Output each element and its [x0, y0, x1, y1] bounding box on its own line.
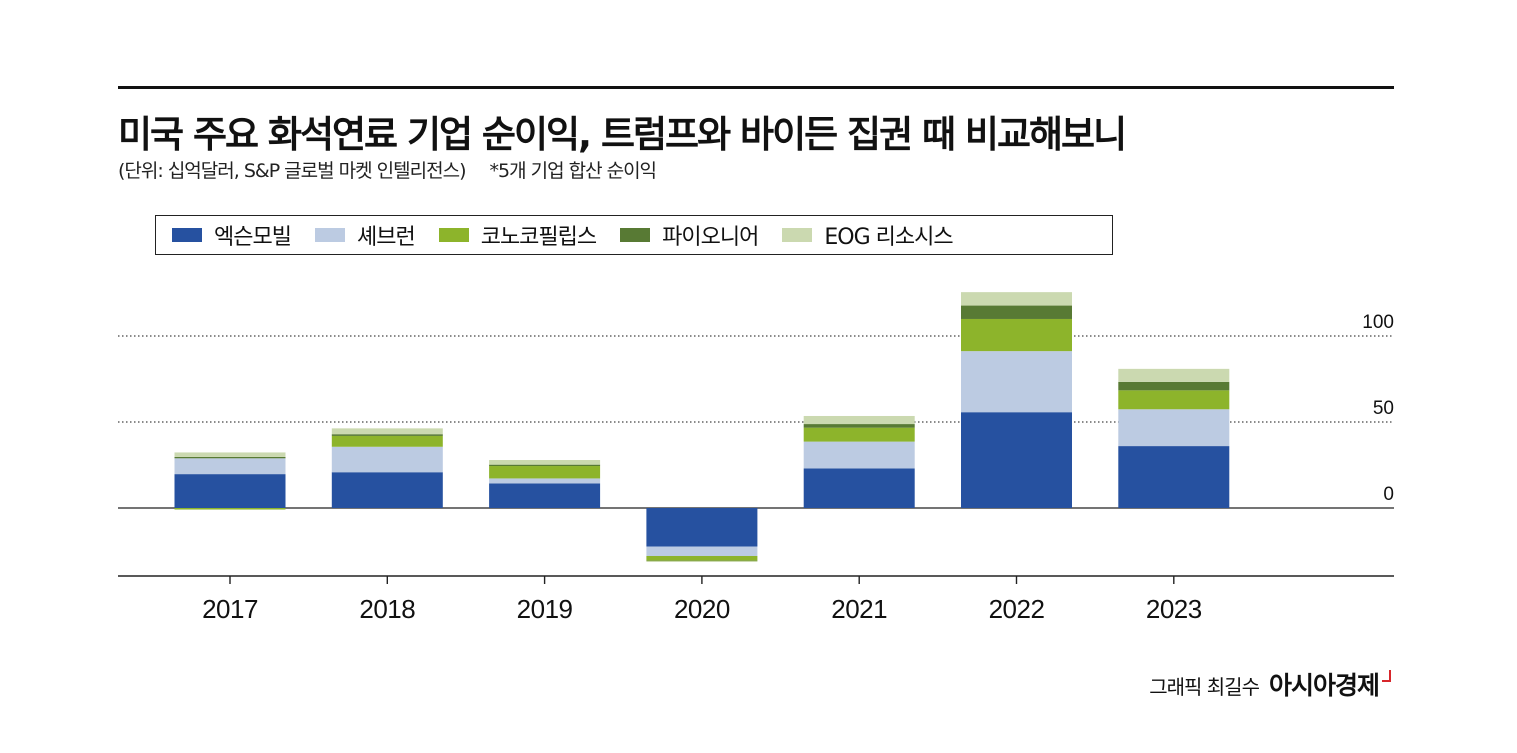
bar-segment-2020-4 — [646, 560, 758, 563]
bar-segment-2017-0 — [174, 474, 286, 508]
legend-swatch-eog — [782, 228, 813, 242]
bar-segment-2022-1 — [961, 351, 1072, 413]
legend-item-exxon: 엑슨모빌 — [172, 219, 292, 251]
footer: 그래픽 최길수 아시아경제 — [1149, 666, 1391, 702]
unit-source-text: (단위: 십억달러, S&P 글로벌 마켓 인텔리전스) — [118, 160, 466, 182]
legend-item-eog: EOG 리소시스 — [782, 219, 954, 251]
legend-swatch-exxon — [172, 228, 202, 242]
bar-segment-2017-2 — [174, 508, 286, 510]
legend-swatch-chevron — [314, 228, 345, 242]
bar-segment-2019-1 — [489, 478, 601, 484]
brand-mark-icon — [1382, 670, 1391, 682]
x-tick-label-2022: 2022 — [989, 594, 1045, 624]
bar-segment-2019-3 — [489, 464, 601, 467]
bar-segment-2021-3 — [803, 424, 915, 428]
brand-logo: 아시아경제 — [1268, 671, 1380, 700]
legend-label-conoco: 코노코필립스 — [480, 225, 597, 250]
bar-segment-2019-0 — [489, 483, 601, 508]
footnote-text: *5개 기업 합산 순이익 — [489, 160, 657, 182]
legend-label-pioneer: 파이오니어 — [662, 225, 759, 250]
x-tick-label-2023: 2023 — [1146, 594, 1202, 624]
bar-segment-2018-3 — [331, 434, 443, 436]
bar-segment-2023-0 — [1118, 446, 1230, 508]
bar-segment-2017-1 — [174, 458, 286, 475]
bar-segment-2022-0 — [961, 412, 1072, 508]
bar-segment-2022-4 — [961, 292, 1072, 306]
x-tick-label-2017: 2017 — [202, 594, 258, 624]
bar-segment-2017-3 — [174, 456, 286, 459]
legend: 엑슨모빌 셰브런 코노코필립스 파이오니어 EOG 리소시스 — [155, 215, 1113, 255]
bar-segment-2018-0 — [331, 472, 443, 508]
y-tick-label: 50 — [1373, 398, 1394, 419]
bar-segment-2020-2 — [646, 555, 758, 561]
bar-segment-2023-3 — [1118, 381, 1230, 391]
bar-segment-2023-1 — [1118, 409, 1230, 447]
chart-subtitle: (단위: 십억달러, S&P 글로벌 마켓 인텔리전스) *5개 기업 합산 순이… — [118, 156, 657, 183]
bar-segment-2020-0 — [646, 508, 758, 547]
bar-segment-2018-2 — [331, 435, 443, 447]
x-tick-label-2019: 2019 — [517, 594, 573, 624]
legend-swatch-conoco — [438, 228, 469, 242]
bar-segment-2019-4 — [489, 460, 601, 465]
bar-segment-2017-4 — [174, 452, 286, 457]
graphic-credit: 그래픽 최길수 — [1149, 675, 1260, 699]
bar-segment-2021-1 — [803, 441, 915, 469]
bar-segment-2018-4 — [331, 428, 443, 435]
legend-label-exxon: 엑슨모빌 — [214, 225, 292, 250]
x-tick-label-2021: 2021 — [831, 594, 887, 624]
bar-segment-2020-1 — [646, 546, 758, 556]
y-tick-label: 0 — [1383, 484, 1394, 505]
bar-segment-2021-4 — [803, 415, 915, 425]
bar-segment-2021-0 — [803, 468, 915, 508]
chart-title: 미국 주요 화석연료 기업 순이익, 트럼프와 바이든 집권 때 비교해보니 — [118, 113, 1127, 156]
bar-segment-2021-2 — [803, 427, 915, 442]
x-tick-label-2018: 2018 — [359, 594, 415, 624]
legend-swatch-pioneer — [620, 228, 651, 242]
bar-segment-2022-2 — [961, 318, 1072, 352]
bar-segment-2019-2 — [489, 466, 601, 479]
legend-label-eog: EOG 리소시스 — [824, 225, 953, 250]
legend-label-chevron: 셰브런 — [356, 225, 416, 250]
bar-segment-2018-1 — [331, 446, 443, 473]
bar-segment-2022-3 — [961, 305, 1072, 319]
y-tick-label: 100 — [1362, 312, 1394, 333]
x-tick-label-2020: 2020 — [674, 594, 730, 624]
top-rule — [118, 86, 1394, 89]
bar-segment-2023-2 — [1118, 390, 1230, 410]
legend-item-conoco: 코노코필립스 — [438, 219, 597, 251]
legend-item-pioneer: 파이오니어 — [620, 219, 759, 251]
legend-item-chevron: 셰브런 — [314, 219, 416, 251]
bar-segment-2023-4 — [1118, 368, 1230, 382]
